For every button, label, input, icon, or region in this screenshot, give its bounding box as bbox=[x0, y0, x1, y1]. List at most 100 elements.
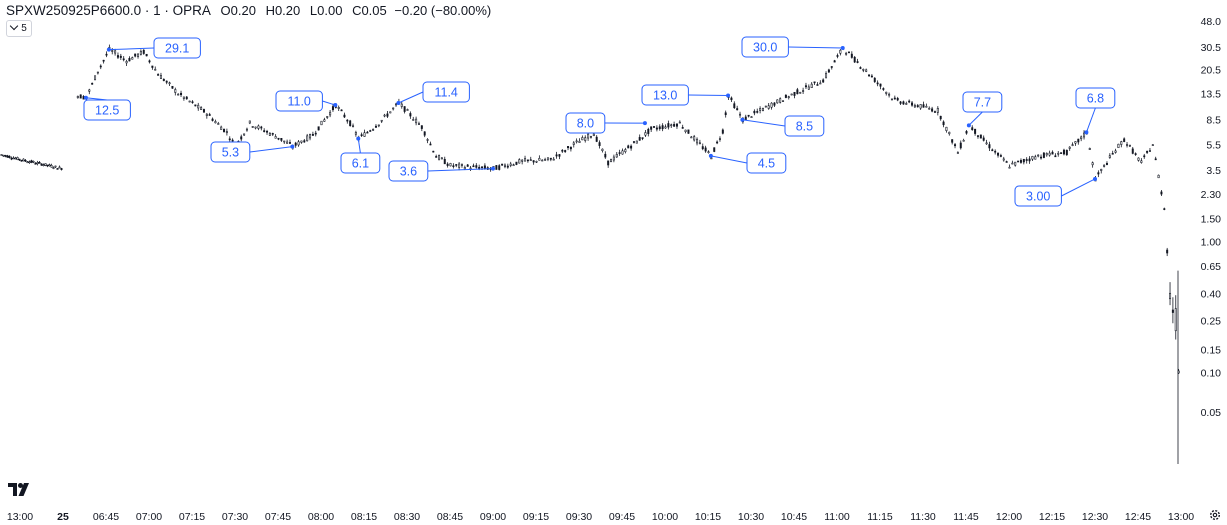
annotation-point bbox=[642, 121, 647, 126]
chart-legend: SPXW250925P6600.0 · 1 · OPRA O0.20 H0.20… bbox=[6, 3, 491, 18]
candle-body bbox=[865, 69, 868, 72]
candle-body bbox=[400, 103, 403, 107]
candle-body bbox=[24, 160, 27, 162]
candle-body bbox=[2, 154, 5, 157]
collapse-indicators-button[interactable]: 5 bbox=[6, 20, 32, 37]
time-tick-label: 11:45 bbox=[953, 511, 979, 523]
annotation-point bbox=[356, 136, 361, 141]
candle-body bbox=[96, 71, 99, 74]
candle-body bbox=[1017, 160, 1020, 163]
candle-body bbox=[1034, 156, 1037, 160]
candle-body bbox=[151, 65, 154, 68]
candle-body bbox=[704, 147, 707, 152]
candle-body bbox=[309, 134, 312, 139]
annotation-leader-line bbox=[1061, 178, 1096, 197]
candle-body bbox=[716, 141, 719, 144]
candle-body bbox=[177, 93, 180, 96]
candle-body bbox=[343, 114, 346, 118]
candle-body bbox=[1134, 153, 1137, 155]
candle-body bbox=[36, 162, 39, 165]
candle-body bbox=[647, 128, 650, 134]
collapse-count: 5 bbox=[21, 23, 27, 34]
candle-body bbox=[882, 88, 885, 90]
candle-body bbox=[26, 161, 29, 164]
candle-body bbox=[435, 156, 438, 158]
candle-body bbox=[466, 164, 469, 167]
candle-body bbox=[850, 53, 853, 58]
candle-body bbox=[1083, 132, 1086, 138]
candle-body bbox=[601, 148, 604, 151]
candle-body bbox=[931, 108, 934, 112]
candle-body bbox=[612, 156, 615, 161]
annotation-leader-line bbox=[398, 91, 424, 104]
gear-icon[interactable] bbox=[1209, 509, 1221, 521]
price-axis: 48.0 30.5 20.5 13.5 8.5 5.5 3.5 2.30 1.50 1.00 0.6… bbox=[1201, 16, 1222, 419]
candle-body bbox=[991, 149, 994, 152]
annotation-labels: 12.5 29.1 5.3 11.0 6.1 11.4 3.6 8.0 13.0 4.5 8.5 30… bbox=[83, 36, 1116, 207]
candle-body bbox=[782, 100, 785, 102]
candle-body bbox=[799, 91, 802, 94]
candle-body bbox=[856, 61, 859, 63]
time-tick-label: 10:15 bbox=[695, 511, 721, 523]
time-tick-label: 10:45 bbox=[781, 511, 807, 523]
candle-body bbox=[876, 82, 879, 85]
annotation-point bbox=[726, 93, 731, 98]
candle-body bbox=[744, 116, 747, 121]
candle-body bbox=[661, 125, 664, 130]
candle-body bbox=[352, 125, 355, 128]
candle-body bbox=[873, 77, 876, 82]
candle-body bbox=[581, 137, 584, 141]
annotation-point bbox=[396, 101, 401, 106]
candle-body bbox=[630, 145, 633, 149]
candle-body bbox=[225, 131, 228, 134]
tradingview-logo-icon[interactable] bbox=[8, 483, 32, 496]
candle-body bbox=[60, 168, 63, 170]
candle-body bbox=[116, 55, 119, 58]
candle-body bbox=[426, 139, 429, 141]
candle-body bbox=[512, 164, 515, 167]
candle-body bbox=[1143, 155, 1146, 158]
candle-body bbox=[664, 126, 667, 129]
time-tick-label: 08:00 bbox=[308, 511, 334, 523]
candle-body bbox=[524, 158, 527, 162]
candle-body bbox=[1045, 153, 1048, 156]
annotation-point bbox=[106, 47, 111, 52]
candle-body bbox=[185, 96, 188, 100]
candle-body bbox=[1002, 158, 1005, 161]
candle-body bbox=[635, 140, 638, 144]
candle-body bbox=[825, 73, 828, 78]
annotation-point bbox=[333, 103, 338, 108]
candle-body bbox=[816, 84, 819, 86]
candle-body bbox=[475, 165, 478, 168]
candle-body bbox=[913, 104, 916, 108]
time-tick-label: 07:15 bbox=[179, 511, 205, 523]
candle-body bbox=[389, 111, 392, 114]
candle-body bbox=[1062, 149, 1065, 155]
candle-body bbox=[263, 130, 266, 132]
candle-body bbox=[372, 128, 375, 131]
high-value: 0.20 bbox=[274, 3, 301, 18]
candle-body bbox=[584, 137, 587, 141]
candle-body bbox=[1065, 149, 1068, 155]
time-tick-label: 07:30 bbox=[222, 511, 248, 523]
candle-body bbox=[776, 99, 779, 104]
annotation-leader-line bbox=[688, 94, 729, 97]
candle-body bbox=[191, 101, 194, 104]
candle-body bbox=[773, 102, 776, 106]
candle-body bbox=[615, 154, 618, 158]
candle-body bbox=[681, 127, 684, 129]
candle-body bbox=[458, 163, 461, 168]
candle-body bbox=[1146, 150, 1149, 153]
candle-body bbox=[724, 112, 727, 116]
candle-body bbox=[933, 111, 936, 113]
candle-body bbox=[10, 157, 13, 160]
candle-body bbox=[377, 124, 380, 127]
candle-body bbox=[985, 142, 988, 145]
candle-body bbox=[28, 161, 31, 164]
annotation-label-box bbox=[83, 99, 131, 121]
candle-body bbox=[836, 55, 839, 57]
annotation-leader-line bbox=[108, 47, 155, 51]
candle-body bbox=[853, 56, 856, 63]
candle-body bbox=[632, 141, 635, 143]
